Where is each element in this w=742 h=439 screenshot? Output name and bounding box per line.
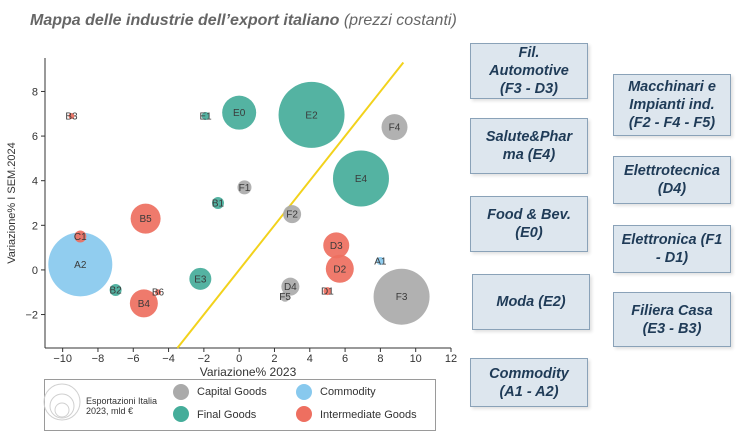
chart-title: Mappa delle industrie dell’export italia… xyxy=(30,12,457,30)
bubble-d1 xyxy=(323,287,332,296)
legend-swatch-commodity xyxy=(296,384,312,400)
legend-label-commodity: Commodity xyxy=(320,386,376,398)
y-tick-label: 2 xyxy=(32,220,38,232)
legend-label-capital: Capital Goods xyxy=(197,386,267,398)
x-tick-label: 12 xyxy=(445,353,457,365)
y-tick-label: 6 xyxy=(32,131,38,143)
bubble-label-d3: D3 xyxy=(330,241,343,252)
bubble-label-e2: E2 xyxy=(305,110,318,121)
bubble-f2 xyxy=(283,205,302,224)
x-tick-label: 4 xyxy=(307,353,313,365)
bubble-label-b2: B2 xyxy=(109,286,122,297)
bubble-d3 xyxy=(323,232,350,259)
diagonal-line xyxy=(176,61,405,349)
x-tick-label: 6 xyxy=(342,353,348,365)
bubble-c1 xyxy=(74,230,87,243)
bubble-label-f5: F5 xyxy=(279,292,291,303)
x-tick-label: −2 xyxy=(198,353,211,365)
bubble-label-b5: B5 xyxy=(140,214,153,225)
bubble-d4 xyxy=(281,277,300,296)
box-elettrotecnica: Elettrotecnica (D4) xyxy=(613,156,731,204)
bubble-b4 xyxy=(129,289,158,318)
legend-swatch-intermediate xyxy=(296,406,312,422)
bubble-e2 xyxy=(278,81,345,148)
box-moda: Moda (E2) xyxy=(472,274,590,330)
bubble-label-b1: B1 xyxy=(212,199,225,210)
bubble-b5 xyxy=(130,203,161,234)
bubble-label-b6: B6 xyxy=(152,288,165,299)
bubble-label-f3: F3 xyxy=(396,292,408,303)
x-tick-label: −4 xyxy=(162,353,175,365)
x-tick-label: 8 xyxy=(377,353,383,365)
bubble-d2 xyxy=(325,254,354,283)
bubble-label-d1: D1 xyxy=(321,287,334,298)
bubble-b1 xyxy=(211,197,224,209)
x-axis-label: Variazione% 2023 xyxy=(200,365,297,379)
bubble-label-c1: C1 xyxy=(74,232,87,243)
bubble-e4 xyxy=(332,150,389,207)
box-filiera-casa: Filiera Casa (E3 - B3) xyxy=(613,292,731,347)
bubble-label-e3: E3 xyxy=(194,274,207,285)
x-tick-label: 0 xyxy=(236,353,242,365)
bubble-f1 xyxy=(237,180,252,195)
bubble-label-b3: B3 xyxy=(65,112,78,123)
box-food-bev: Food & Bev. (E0) xyxy=(470,196,588,252)
bubble-label-a1: A1 xyxy=(374,257,387,268)
size-legend-icon xyxy=(43,383,81,421)
y-tick-label: 8 xyxy=(32,86,38,98)
bubble-f3 xyxy=(373,268,430,325)
y-tick-label: 0 xyxy=(32,265,38,277)
box-fil-automotive: Fil. Automotive (F3 - D3) xyxy=(470,43,588,99)
box-elettronica: Elettronica (F1 - D1) xyxy=(613,225,731,273)
legend-label-final: Final Goods xyxy=(197,409,257,421)
chart-title-main: Mappa delle industrie dell’export italia… xyxy=(30,12,340,29)
bubble-label-f4: F4 xyxy=(389,123,401,134)
bubble-label-b4: B4 xyxy=(138,299,151,310)
y-tick-label: −2 xyxy=(25,310,38,322)
bubble-label-a2: A2 xyxy=(74,260,87,271)
bubble-a1 xyxy=(376,257,385,265)
chart-title-sub: (prezzi costanti) xyxy=(343,12,457,29)
x-tick-label: −10 xyxy=(53,353,72,365)
bubble-a2 xyxy=(48,232,113,297)
x-tick-label: 10 xyxy=(410,353,422,365)
y-tick-label: 4 xyxy=(32,176,38,188)
bubble-e3 xyxy=(189,267,212,290)
box-salute-pharma: Salute&Phar ma (E4) xyxy=(470,118,588,174)
x-tick-label: −8 xyxy=(92,353,105,365)
bubble-b6 xyxy=(154,289,161,296)
bubble-b3 xyxy=(68,113,75,119)
bubble-e0 xyxy=(222,95,257,130)
bubble-label-f1: F1 xyxy=(239,183,251,194)
legend-size-label: Esportazioni Italia 2023, mld € xyxy=(86,396,158,416)
bubble-label-d4: D4 xyxy=(284,282,297,293)
box-commodity: Commodity (A1 - A2) xyxy=(470,358,588,407)
legend-label-intermediate: Intermediate Goods xyxy=(320,409,417,421)
bubble-label-f2: F2 xyxy=(286,210,298,221)
bubble-label-e4: E4 xyxy=(355,174,368,185)
bubble-b2 xyxy=(109,284,122,296)
legend-swatch-capital xyxy=(173,384,189,400)
legend-swatch-final xyxy=(173,406,189,422)
bubble-e1 xyxy=(201,112,210,120)
bubble-label-e0: E0 xyxy=(233,108,246,119)
bubble-f4 xyxy=(381,114,408,141)
bubble-f5 xyxy=(280,291,291,302)
x-tick-label: −6 xyxy=(127,353,140,365)
bubble-label-d2: D2 xyxy=(333,264,346,275)
x-tick-label: 2 xyxy=(271,353,277,365)
box-macchinari: Macchinari e Impianti ind. (F2 - F4 - F5… xyxy=(613,74,731,136)
bubble-label-e1: E1 xyxy=(200,112,213,123)
y-axis-label: Variazione% I SEM.2024 xyxy=(6,142,18,263)
